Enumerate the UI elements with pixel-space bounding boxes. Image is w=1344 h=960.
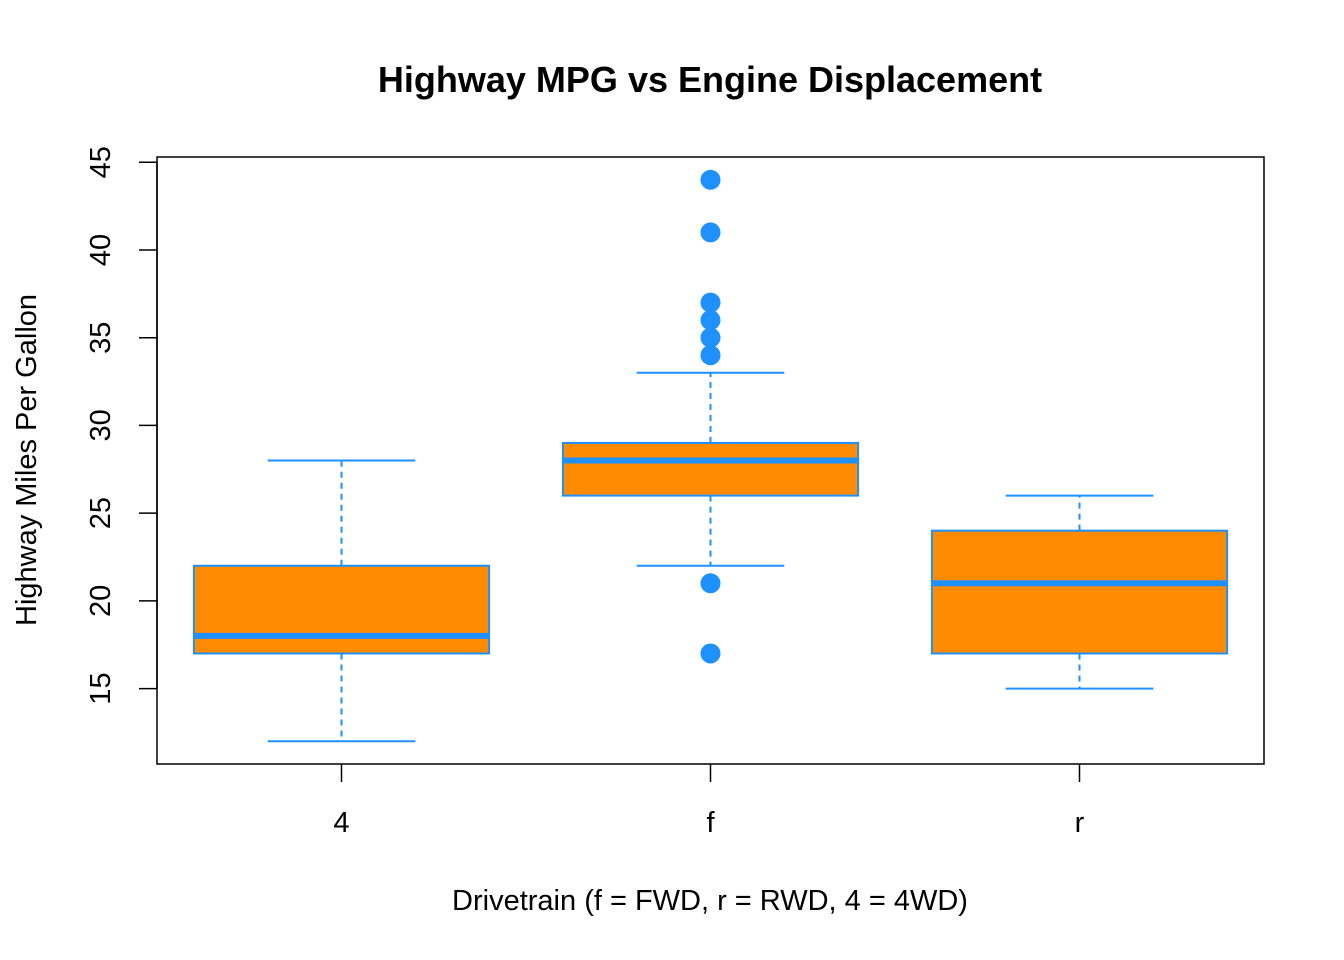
outlier-point xyxy=(700,327,721,348)
outlier-point xyxy=(700,222,721,243)
outlier-point xyxy=(700,643,721,664)
outlier-point xyxy=(700,345,721,366)
box-4 xyxy=(192,459,491,743)
iqr-box xyxy=(561,441,860,497)
y-axis-label: Highway Miles Per Gallon xyxy=(11,294,43,626)
x-tick-label: r xyxy=(1075,807,1085,839)
y-tick-label: 15 xyxy=(85,672,117,704)
outlier-point xyxy=(700,292,721,313)
iqr-box xyxy=(192,564,491,655)
box-f xyxy=(561,169,860,664)
y-tick-label: 40 xyxy=(85,234,117,266)
outlier-point xyxy=(700,310,721,331)
box-group xyxy=(192,169,1229,743)
y-tick-label: 45 xyxy=(85,146,117,178)
y-tick-label: 25 xyxy=(85,497,117,529)
y-tick-label: 30 xyxy=(85,409,117,441)
y-axis: 15 20 25 30 35 40 45 xyxy=(85,146,158,705)
x-axis: 4 f r xyxy=(333,764,1085,839)
x-axis-label: Drivetrain (f = FWD, r = RWD, 4 = 4WD) xyxy=(452,885,968,917)
x-tick-label: f xyxy=(706,807,715,839)
y-tick-label: 20 xyxy=(85,585,117,617)
chart-title: Highway MPG vs Engine Displacement xyxy=(378,59,1042,100)
outlier-point xyxy=(700,573,721,594)
outlier-point xyxy=(700,169,721,190)
box-r xyxy=(930,494,1229,690)
iqr-box xyxy=(930,529,1229,655)
x-tick-label: 4 xyxy=(333,807,349,839)
y-tick-label: 35 xyxy=(85,322,117,354)
